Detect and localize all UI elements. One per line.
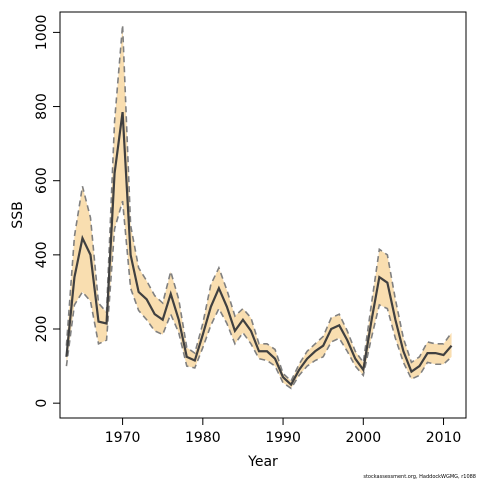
x-tick-label: 2000 bbox=[345, 430, 381, 446]
y-tick-label: 200 bbox=[34, 316, 50, 343]
credit-text: stockassessment.org, HaddockWGMG, r1088 bbox=[363, 474, 476, 480]
x-axis-label: Year bbox=[247, 454, 278, 470]
x-tick-label: 1980 bbox=[185, 430, 221, 446]
y-tick-label: 400 bbox=[34, 241, 50, 268]
y-tick-label: 800 bbox=[34, 93, 50, 120]
plot-layer bbox=[65, 24, 453, 390]
y-axis-label: SSB bbox=[10, 201, 26, 228]
x-tick-label: 1990 bbox=[265, 430, 301, 446]
y-tick-label: 1000 bbox=[34, 15, 50, 51]
lower-bound-line bbox=[65, 200, 453, 390]
y-tick-label: 600 bbox=[34, 167, 50, 194]
estimate-line bbox=[65, 111, 453, 387]
x-axis: 1970 1980 1990 2000 2010 bbox=[105, 418, 462, 446]
y-tick-label: 0 bbox=[34, 399, 50, 408]
x-tick-label: 2010 bbox=[426, 430, 462, 446]
upper-bound-line bbox=[65, 24, 453, 383]
y-axis: 0 200 400 600 800 1000 bbox=[34, 15, 60, 408]
x-tick-label: 1970 bbox=[105, 430, 141, 446]
plot-frame bbox=[59, 11, 467, 419]
